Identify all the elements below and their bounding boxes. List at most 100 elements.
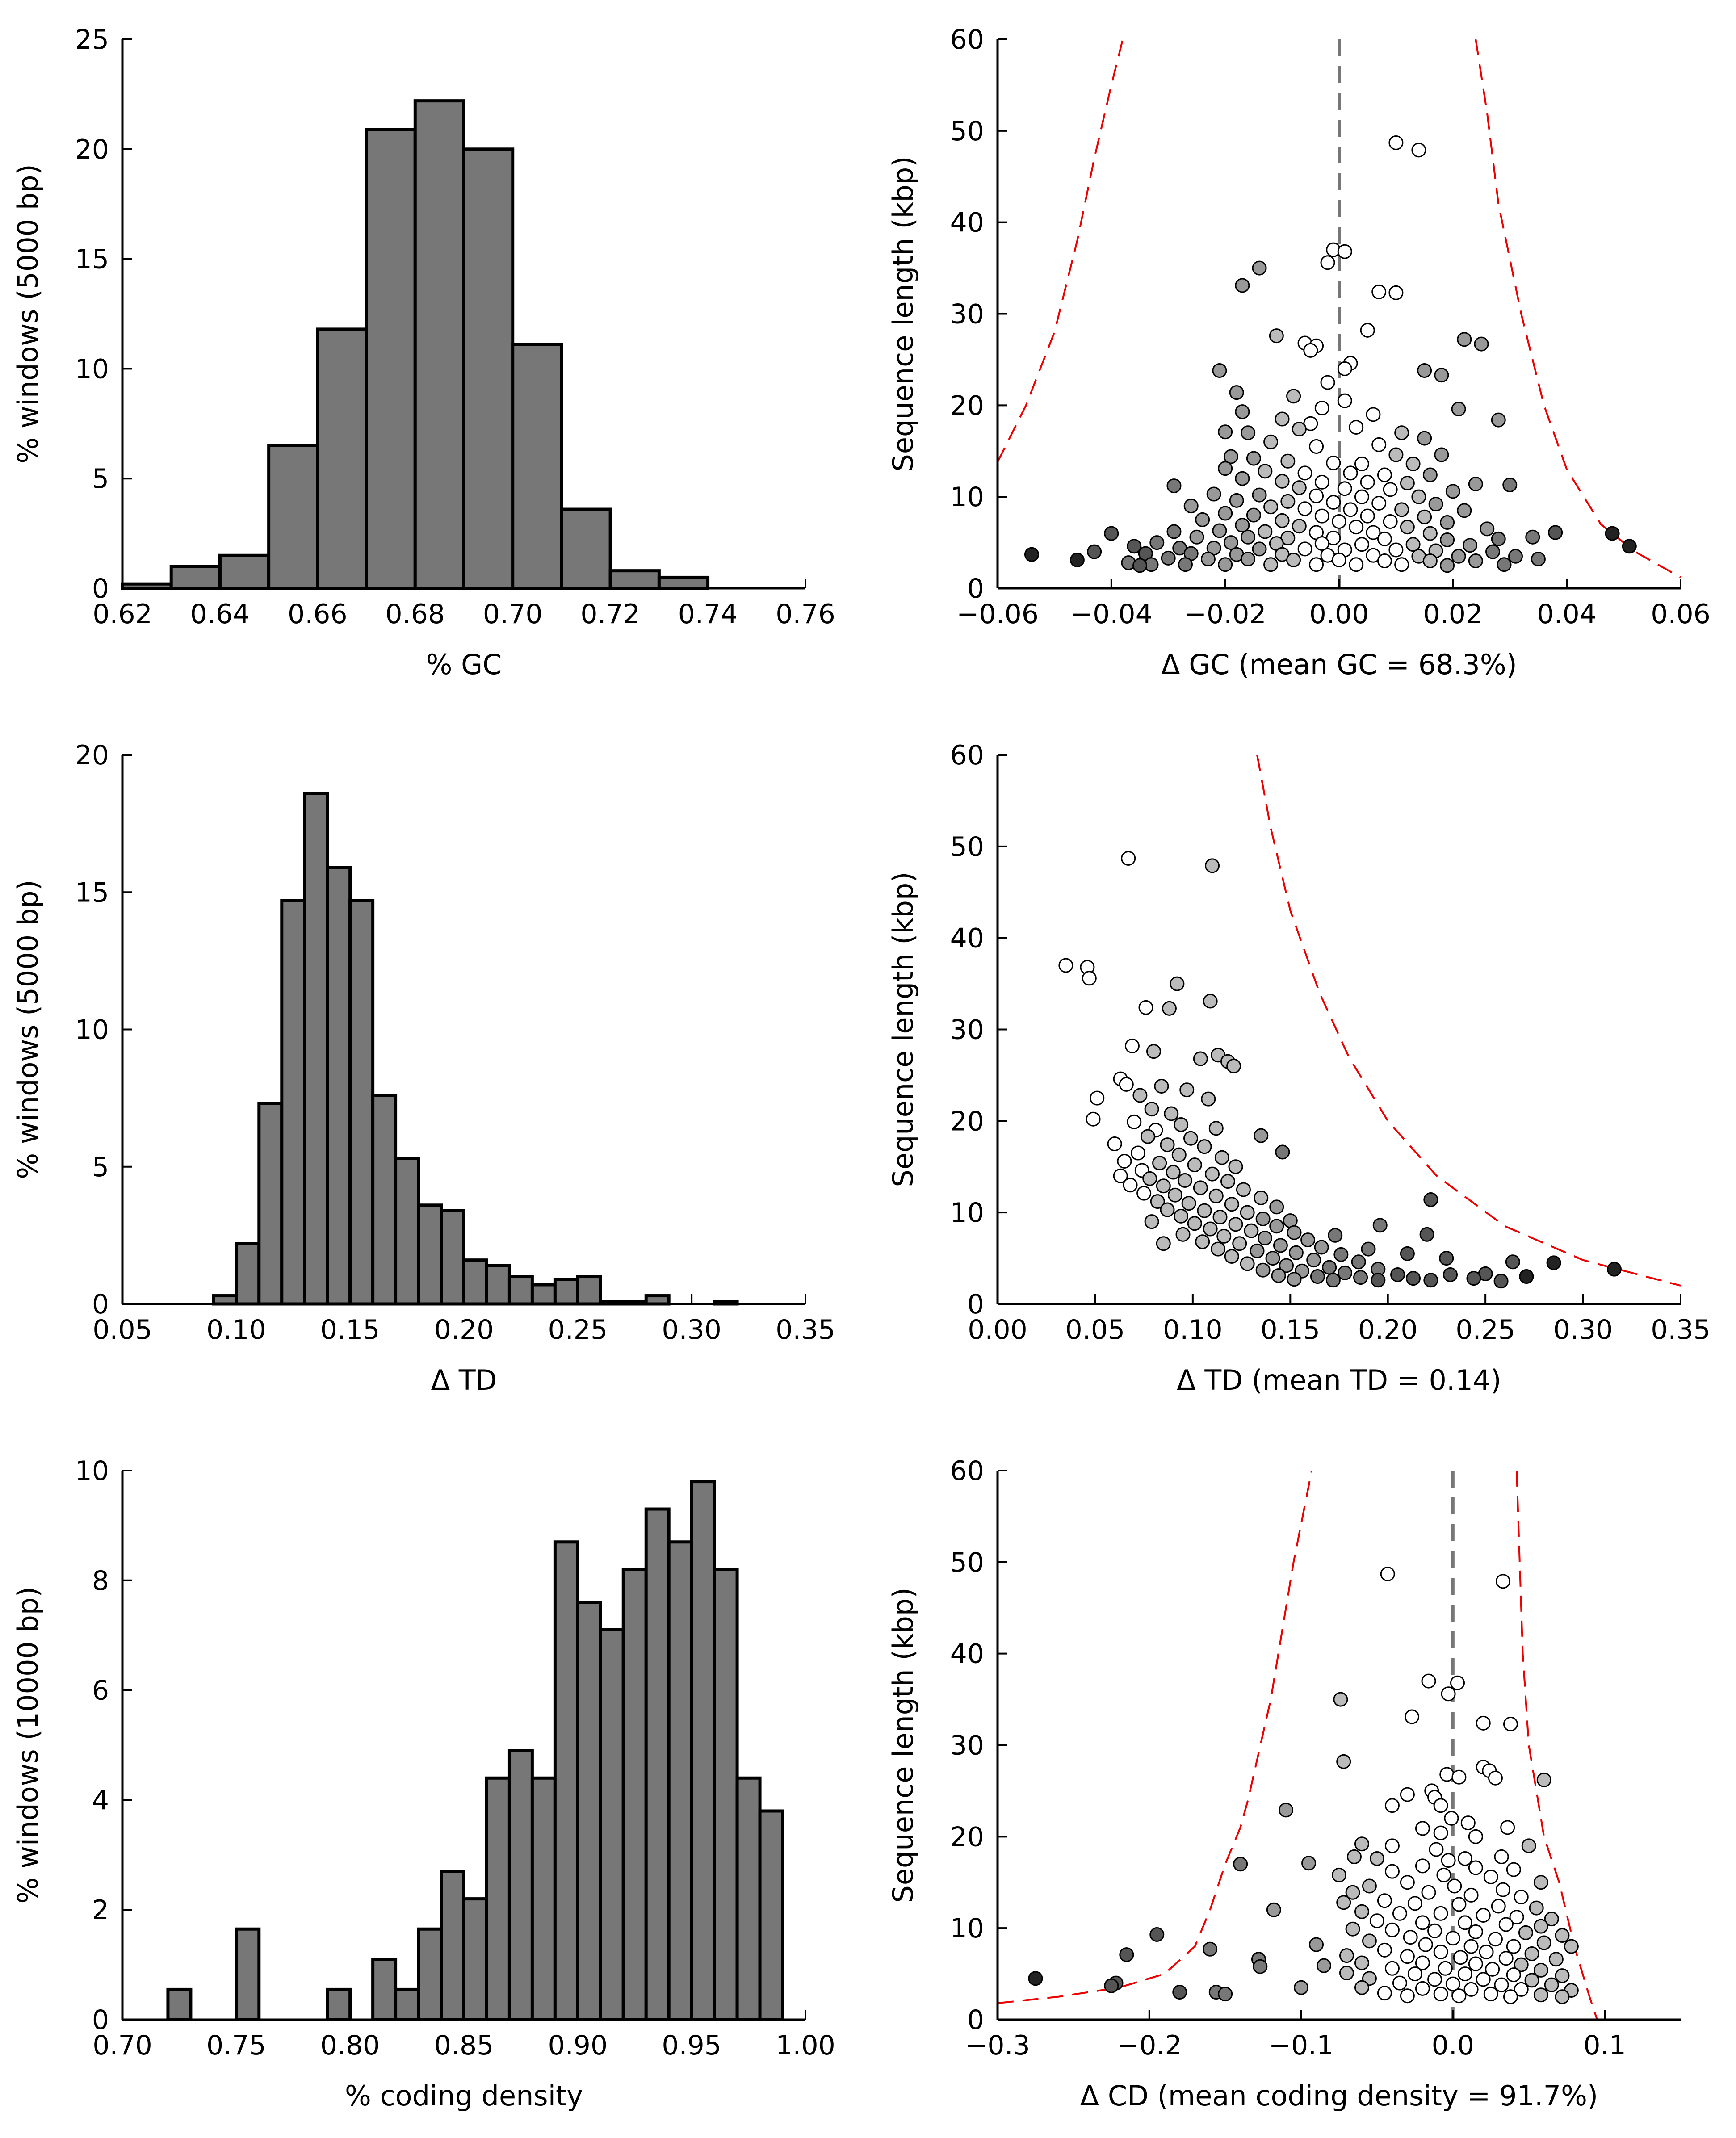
y-tick-label: 60 bbox=[950, 1455, 984, 1487]
scatter-point bbox=[1258, 524, 1273, 539]
scatter-point bbox=[1388, 542, 1404, 558]
histogram-bar bbox=[394, 1157, 420, 1306]
y-tick-label: 10 bbox=[950, 1913, 984, 1944]
scatter-point bbox=[1144, 1102, 1159, 1117]
y-tick-label: 10 bbox=[75, 1015, 109, 1046]
scatter-point bbox=[1287, 1225, 1302, 1240]
x-tick-label: 0.74 bbox=[678, 599, 738, 630]
chart-panel-2: −0.06 −0.04 −0.02 0.00 0.02 0.04 0.06 0 10 20 30 40… bbox=[887, 24, 1711, 681]
scatter-point bbox=[1250, 1243, 1265, 1258]
x-axis-title: % coding density bbox=[345, 2079, 583, 2112]
x-tick-label: 0.85 bbox=[434, 2030, 494, 2061]
scatter-point bbox=[1193, 1051, 1208, 1066]
x-tick-label: 0.75 bbox=[206, 2030, 266, 2061]
scatter-point bbox=[1457, 332, 1472, 347]
scatter-point bbox=[1555, 1989, 1570, 2004]
scatter-point bbox=[1087, 544, 1102, 559]
histogram-bar bbox=[608, 569, 661, 590]
scatter-point bbox=[1275, 411, 1290, 427]
scatter-point bbox=[1310, 1269, 1325, 1284]
x-tick-label: 0.10 bbox=[1163, 1314, 1223, 1346]
scatter-point bbox=[1149, 535, 1165, 550]
scatter-point bbox=[1369, 1851, 1384, 1866]
scatter-point bbox=[1325, 1273, 1341, 1288]
y-tick-label: 10 bbox=[950, 1197, 984, 1228]
scatter-point bbox=[1349, 557, 1364, 572]
scatter-point bbox=[1152, 1156, 1167, 1171]
scatter-point bbox=[1428, 497, 1443, 512]
scatter-point bbox=[1203, 1941, 1218, 1957]
scatter-point bbox=[1400, 1875, 1415, 1890]
scatter-point bbox=[1205, 1166, 1220, 1182]
histogram-bar bbox=[166, 1987, 193, 2021]
x-tick-label: 0.35 bbox=[776, 1314, 835, 1346]
scatter-point bbox=[1468, 1924, 1483, 1939]
scatter-point bbox=[1343, 502, 1358, 517]
y-tick-label: 20 bbox=[950, 1106, 984, 1137]
scatter-point bbox=[1297, 541, 1312, 557]
histogram-bar bbox=[440, 1209, 465, 1306]
scatter-point bbox=[1212, 523, 1227, 538]
scatter-point bbox=[1506, 1862, 1521, 1877]
y-axis-title: Sequence length (kbp) bbox=[887, 872, 919, 1187]
scatter-point bbox=[1533, 1875, 1548, 1890]
x-tick-label: 0.64 bbox=[190, 599, 250, 630]
scatter-point bbox=[1451, 1769, 1467, 1785]
scatter-point bbox=[1269, 1219, 1284, 1234]
scatter-point bbox=[1533, 1962, 1548, 1978]
scatter-point bbox=[1273, 1238, 1288, 1253]
scatter-point bbox=[1288, 1245, 1304, 1260]
scatter-point bbox=[1252, 541, 1267, 557]
scatter-point bbox=[1286, 389, 1301, 404]
x-tick-label: 0.68 bbox=[385, 599, 445, 630]
scatter-point bbox=[1309, 1937, 1324, 1952]
scatter-point bbox=[1336, 1754, 1351, 1769]
x-axis-title: % GC bbox=[426, 648, 502, 681]
scatter-point bbox=[1187, 1157, 1202, 1173]
scatter-point bbox=[1366, 525, 1381, 540]
scatter-point bbox=[1218, 506, 1233, 521]
scatter-point bbox=[1162, 1001, 1177, 1016]
x-tick-label: 0.76 bbox=[776, 599, 835, 630]
confidence-boundary-left bbox=[998, 1471, 1313, 2004]
scatter-point bbox=[1605, 526, 1620, 541]
scatter-point bbox=[1544, 1977, 1559, 1992]
histogram-bar bbox=[657, 575, 710, 590]
scatter-point bbox=[1177, 1173, 1192, 1188]
scatter-point bbox=[1468, 1956, 1483, 1971]
scatter-point bbox=[1223, 449, 1238, 464]
scatter-point bbox=[1366, 407, 1381, 422]
y-tick-label: 30 bbox=[950, 299, 984, 330]
scatter-point bbox=[1309, 557, 1324, 572]
scatter-point bbox=[1144, 1214, 1159, 1229]
scatter-point bbox=[1346, 1849, 1362, 1864]
x-tick-label: 0.20 bbox=[1358, 1314, 1418, 1346]
scatter-point bbox=[1136, 1186, 1152, 1201]
scatter-point bbox=[1164, 1106, 1179, 1121]
scatter-point bbox=[1149, 1927, 1165, 1942]
histogram-bar bbox=[371, 1958, 398, 2021]
scatter-point bbox=[1127, 1114, 1142, 1129]
scatter-point bbox=[1208, 1121, 1224, 1136]
scatter-point bbox=[1124, 1038, 1140, 1053]
scatter-point bbox=[1314, 1240, 1329, 1255]
y-tick-label: 10 bbox=[950, 482, 984, 513]
scatter-point bbox=[1212, 1209, 1228, 1224]
scatter-point bbox=[1349, 520, 1364, 535]
scatter-point bbox=[1218, 557, 1233, 572]
scatter-point bbox=[1229, 493, 1244, 508]
scatter-point bbox=[1218, 1987, 1233, 2002]
scatter-point bbox=[1127, 539, 1142, 554]
scatter-point bbox=[1354, 1980, 1369, 1995]
histogram-bar bbox=[485, 1264, 511, 1306]
scatter-point bbox=[1258, 464, 1273, 479]
histogram-bar bbox=[599, 1628, 625, 2021]
scatter-point bbox=[1439, 1767, 1455, 1782]
scatter-point bbox=[1493, 1274, 1509, 1289]
histogram-bar bbox=[644, 1507, 671, 2021]
x-tick-label: 0.72 bbox=[580, 599, 640, 630]
scatter-point bbox=[1422, 526, 1438, 541]
scatter-point bbox=[1255, 1262, 1271, 1278]
y-tick-label: 60 bbox=[950, 24, 984, 55]
scatter-point bbox=[1113, 1168, 1128, 1183]
